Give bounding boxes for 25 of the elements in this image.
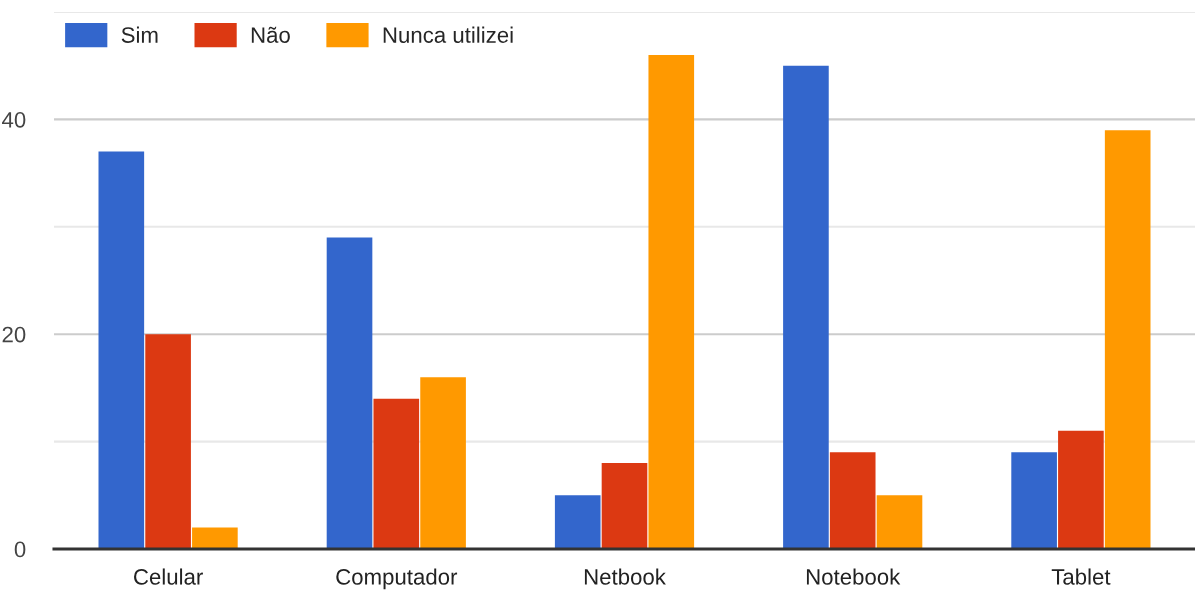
- bar: [554, 495, 601, 549]
- bar: [326, 237, 373, 549]
- x-tick-label: Computador: [336, 568, 458, 590]
- x-tick-label: Notebook: [806, 568, 901, 585]
- x-tick-label: Celular: [134, 568, 203, 585]
- y-tick-label: 20: [2, 326, 26, 343]
- bar: [876, 495, 923, 549]
- bar: [420, 377, 466, 549]
- bar: [829, 452, 876, 549]
- legend-label: Sim: [121, 26, 158, 43]
- bar: [98, 151, 145, 549]
- bar: [648, 54, 695, 549]
- legend-label: Nunca utilizei: [383, 26, 513, 43]
- legend-label: Não: [251, 26, 290, 43]
- bar: [1058, 430, 1104, 549]
- bar: [145, 334, 191, 549]
- bar: [1104, 130, 1151, 549]
- y-tick-label: 40: [2, 111, 26, 128]
- bar: [373, 398, 420, 549]
- bar: [601, 463, 648, 549]
- bar: [783, 65, 829, 549]
- x-tick-label: Netbook: [584, 568, 666, 585]
- x-tick-label: Tablet: [1051, 568, 1111, 585]
- y-tick-label: 0: [14, 541, 26, 558]
- bar: [1011, 452, 1057, 549]
